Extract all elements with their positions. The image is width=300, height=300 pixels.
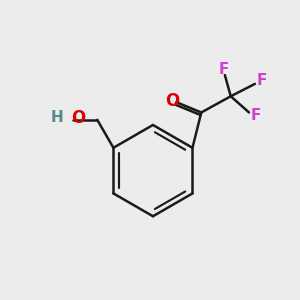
- Text: H: H: [51, 110, 64, 125]
- Text: O: O: [71, 109, 85, 127]
- Text: F: F: [256, 73, 267, 88]
- Text: F: F: [218, 62, 229, 77]
- Text: F: F: [250, 108, 261, 123]
- Text: O: O: [165, 92, 180, 110]
